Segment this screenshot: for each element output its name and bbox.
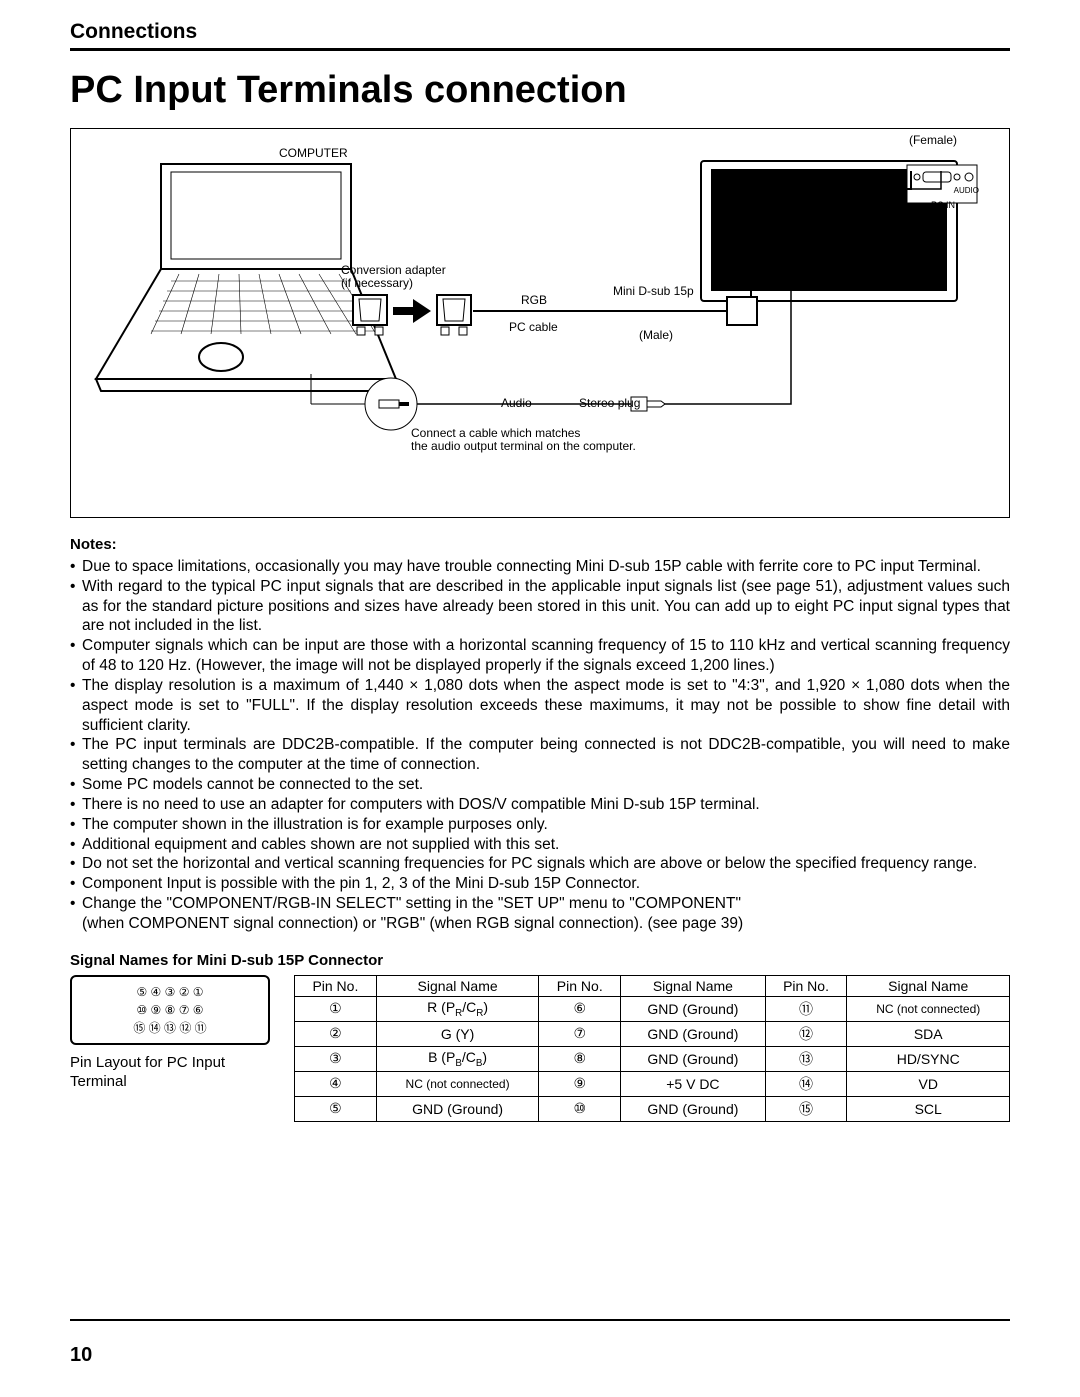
table-header: Pin No. (539, 975, 621, 996)
audio-cable-label: Audio (501, 397, 532, 410)
table-cell: ② (295, 1021, 377, 1046)
table-cell: NC (not connected) (847, 996, 1010, 1021)
table-cell: HD/SYNC (847, 1046, 1010, 1071)
table-header: Pin No. (765, 975, 847, 996)
table-cell: ① (295, 996, 377, 1021)
note-item: With regard to the typical PC input sign… (70, 577, 1010, 636)
note-item: The display resolution is a maximum of 1… (70, 676, 1010, 735)
table-cell: +5 V DC (621, 1071, 765, 1096)
stereo-plug-label: Stereo plug (579, 397, 640, 410)
table-cell: G (Y) (376, 1021, 539, 1046)
table-cell: NC (not connected) (376, 1071, 539, 1096)
note-item: Component Input is possible with the pin… (70, 874, 1010, 894)
table-cell: ⑥ (539, 996, 621, 1021)
page-number: 10 (70, 1344, 92, 1367)
table-row: ② G (Y) ⑦ GND (Ground) ⑫ SDA (295, 1021, 1010, 1046)
note-item: Some PC models cannot be connected to th… (70, 775, 1010, 795)
table-cell: ⑧ (539, 1046, 621, 1071)
signal-table: Pin No. Signal Name Pin No. Signal Name … (294, 975, 1010, 1122)
note-item: There is no need to use an adapter for c… (70, 795, 1010, 815)
connection-diagram: COMPUTER (Female) AUDIO PC IN Conversion… (70, 128, 1010, 518)
wiring-lines (71, 129, 991, 514)
table-cell: SCL (847, 1096, 1010, 1121)
table-cell: ⑤ (295, 1096, 377, 1121)
table-cell: GND (Ground) (376, 1096, 539, 1121)
pin-layout-box: ⑤ ④ ③ ② ① ⑩ ⑨ ⑧ ⑦ ⑥ ⑮ ⑭ ⑬ ⑫ ⑪ Pin Layout… (70, 975, 270, 1122)
table-cell: ④ (295, 1071, 377, 1096)
pin-layout-caption: Pin Layout for PC Input Terminal (70, 1053, 270, 1092)
pin-connector-diagram: ⑤ ④ ③ ② ① ⑩ ⑨ ⑧ ⑦ ⑥ ⑮ ⑭ ⑬ ⑫ ⑪ (70, 975, 270, 1045)
table-cell: ⑪ (765, 996, 847, 1021)
table-row: ④ NC (not connected) ⑨ +5 V DC ⑭ VD (295, 1071, 1010, 1096)
pin-row: ⑮ ⑭ ⑬ ⑫ ⑪ (80, 1019, 260, 1037)
notes-list: Due to space limitations, occasionally y… (70, 557, 1010, 914)
table-header: Signal Name (847, 975, 1010, 996)
table-cell: GND (Ground) (621, 1046, 765, 1071)
table-cell: SDA (847, 1021, 1010, 1046)
table-cell: R (PR/CR) (376, 996, 539, 1021)
note-item: The computer shown in the illustration i… (70, 815, 1010, 835)
table-cell: ⑭ (765, 1071, 847, 1096)
audio-note: Connect a cable which matches the audio … (411, 427, 636, 453)
table-cell: ⑬ (765, 1046, 847, 1071)
table-cell: ⑨ (539, 1071, 621, 1096)
note-item: Change the "COMPONENT/RGB-IN SELECT" set… (70, 894, 1010, 914)
table-row: ⑤ GND (Ground) ⑩ GND (Ground) ⑮ SCL (295, 1096, 1010, 1121)
table-cell: GND (Ground) (621, 996, 765, 1021)
table-cell: ⑫ (765, 1021, 847, 1046)
table-cell: GND (Ground) (621, 1096, 765, 1121)
note-item: Do not set the horizontal and vertical s… (70, 854, 1010, 874)
table-cell: B (PB/CB) (376, 1046, 539, 1071)
table-cell: ③ (295, 1046, 377, 1071)
notes-heading: Notes: (70, 536, 1010, 553)
table-header: Pin No. (295, 975, 377, 996)
note-item: The PC input terminals are DDC2B-compati… (70, 735, 1010, 775)
table-header-row: Pin No. Signal Name Pin No. Signal Name … (295, 975, 1010, 996)
signal-names-heading: Signal Names for Mini D-sub 15P Connecto… (70, 952, 1010, 969)
table-row: ① R (PR/CR) ⑥ GND (Ground) ⑪ NC (not con… (295, 996, 1010, 1021)
table-header: Signal Name (621, 975, 765, 996)
table-cell: ⑮ (765, 1096, 847, 1121)
note-item: Computer signals which can be input are … (70, 636, 1010, 676)
table-cell: GND (Ground) (621, 1021, 765, 1046)
table-header: Signal Name (376, 975, 539, 996)
table-cell: ⑦ (539, 1021, 621, 1046)
table-row: ③ B (PB/CB) ⑧ GND (Ground) ⑬ HD/SYNC (295, 1046, 1010, 1071)
section-header: Connections (70, 20, 1010, 51)
bottom-rule (70, 1319, 1010, 1321)
pin-row: ⑩ ⑨ ⑧ ⑦ ⑥ (80, 1001, 260, 1019)
note-item: Additional equipment and cables shown ar… (70, 835, 1010, 855)
note-subline: (when COMPONENT signal connection) or "R… (70, 914, 1010, 934)
table-cell: VD (847, 1071, 1010, 1096)
pin-row: ⑤ ④ ③ ② ① (80, 983, 260, 1001)
male-label: (Male) (639, 329, 673, 342)
note-item: Due to space limitations, occasionally y… (70, 557, 1010, 577)
table-cell: ⑩ (539, 1096, 621, 1121)
page-title: PC Input Terminals connection (70, 69, 1010, 112)
